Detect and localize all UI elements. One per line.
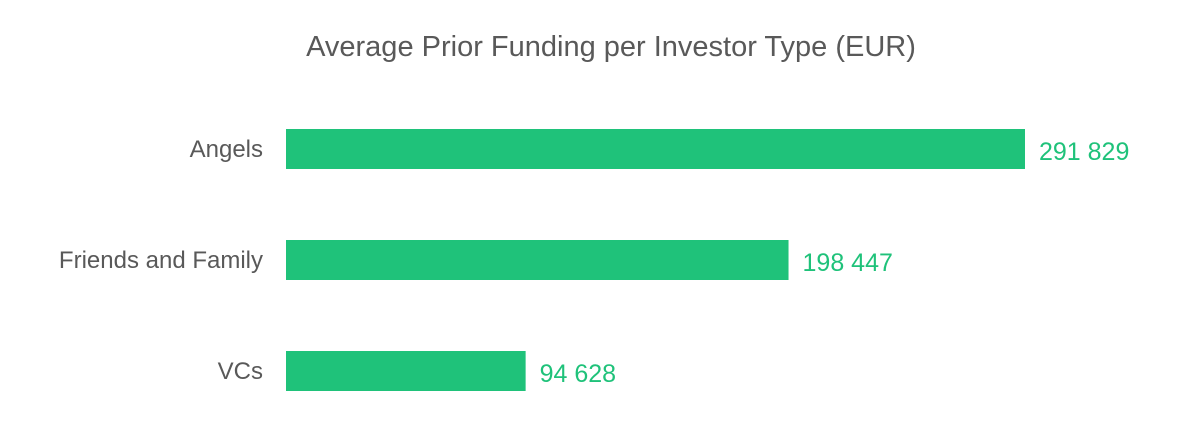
bar xyxy=(286,351,526,391)
chart-title: Average Prior Funding per Investor Type … xyxy=(306,31,916,63)
category-label: Friends and Family xyxy=(59,247,263,274)
data-label: 198 447 xyxy=(803,249,893,277)
category-label: VCs xyxy=(218,358,263,385)
category-label: Angels xyxy=(190,136,263,163)
bar xyxy=(286,129,1025,169)
bars-layer: Angels 291 829 Friends and Family 198 447 VC… xyxy=(59,129,1129,391)
bar xyxy=(286,240,789,280)
data-label: 291 829 xyxy=(1039,138,1129,166)
data-label: 94 628 xyxy=(540,360,616,388)
